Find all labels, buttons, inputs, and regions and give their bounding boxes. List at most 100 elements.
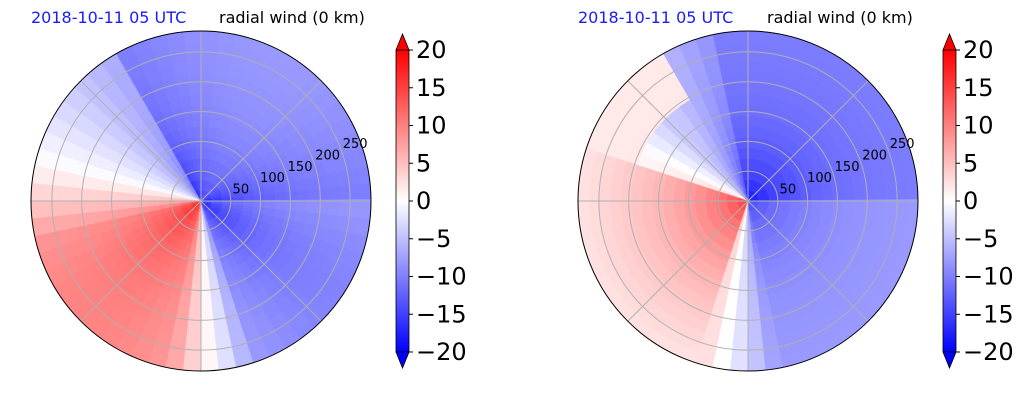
field-cell: [746, 104, 759, 117]
grid-spoke: [200, 200, 322, 322]
field-cell: [199, 40, 218, 54]
date-label: 2018-10-11 05 UTC: [578, 8, 734, 27]
field-cell: [83, 188, 96, 203]
field-cell: [348, 199, 362, 218]
colorbar-tick-label: −5: [963, 225, 998, 253]
polar-grid: [31, 31, 371, 371]
field-cell: [746, 40, 765, 54]
colorbar-extend-min: [395, 351, 410, 370]
colorbar-tick-label: −20: [416, 338, 467, 366]
colorbar-tick-label: −15: [416, 300, 467, 328]
date-label: 2018-10-11 05 UTC: [31, 8, 187, 27]
grid-spoke: [200, 80, 322, 202]
field-cell: [746, 115, 758, 128]
field-cell: [895, 199, 909, 218]
field-cell: [672, 192, 685, 202]
colorbar: 20 15 10 5 0 −5 −10 −15 −20: [395, 32, 467, 370]
grid-spoke: [627, 200, 749, 322]
field-cell: [747, 125, 757, 138]
field-cell: [746, 31, 767, 43]
radial-tick-label: 50: [233, 183, 250, 198]
field-cell: [746, 93, 760, 107]
field-cell: [906, 199, 918, 220]
field-cell: [640, 189, 654, 203]
field-cell: [736, 295, 750, 309]
grid-spoke: [627, 80, 749, 202]
field-cell: [199, 93, 213, 107]
field-cell: [93, 189, 107, 203]
polar-grid: [578, 31, 918, 371]
field-cell: [188, 306, 203, 319]
field-cell: [191, 274, 203, 287]
field-cell: [115, 191, 128, 203]
colorbar-tick-label: −10: [416, 263, 467, 291]
radial-tick-label: 200: [315, 148, 340, 163]
field-cell: [619, 187, 632, 203]
field-cell: [729, 359, 750, 371]
field-cell: [192, 264, 202, 277]
field-cell: [187, 317, 203, 330]
field-cell: [285, 199, 298, 212]
radial-tick-label: 150: [288, 160, 313, 175]
field-cell: [359, 199, 371, 220]
chart-title: radial wind (0 km): [219, 8, 365, 27]
field-cell: [630, 188, 643, 203]
radial-wind-field: [578, 31, 918, 371]
colorbar-extend-min: [942, 351, 957, 370]
radial-tick-label: 250: [343, 137, 368, 152]
colorbar-tick-label: 20: [963, 36, 994, 64]
field-cell: [31, 182, 43, 203]
field-cell: [738, 274, 750, 287]
grid-spoke: [80, 80, 202, 202]
field-cell: [199, 83, 214, 96]
radial-tick-label: 150: [835, 160, 860, 175]
colorbar-tick-label: 10: [416, 112, 447, 140]
field-cell: [662, 191, 675, 203]
radial-wind-field: [31, 31, 371, 371]
colorbar: 20 15 10 5 0 −5 −10 −15 −20: [942, 32, 1014, 370]
field-cell: [327, 199, 340, 216]
field-cell: [746, 83, 761, 96]
radial-tick-label: 50: [780, 183, 797, 198]
field-cell: [306, 199, 319, 214]
field-cell: [51, 185, 64, 203]
field-cell: [125, 192, 138, 202]
field-cell: [832, 199, 845, 212]
field-cell: [62, 186, 75, 203]
colorbar-tick-label: 5: [963, 149, 978, 177]
field-cell: [199, 62, 216, 75]
radial-tick-label: 100: [260, 171, 285, 186]
colorbar-body: [395, 49, 410, 353]
field-cell: [864, 199, 877, 215]
field-cell: [199, 51, 217, 64]
field-cell: [317, 199, 330, 215]
colorbar-tick-label: 15: [963, 74, 994, 102]
field-cell: [734, 317, 750, 330]
field-cell: [587, 184, 601, 203]
field-cell: [598, 185, 611, 203]
field-cell: [746, 51, 764, 64]
field-cell: [737, 285, 750, 298]
right-panel: 2018-10-11 05 UTC radial wind (0 km) 50 1…: [547, 0, 1028, 401]
colorbar-tick-label: 5: [416, 149, 431, 177]
field-cell: [732, 338, 750, 351]
field-cell: [609, 186, 622, 203]
colorbar-tick-label: −15: [963, 300, 1014, 328]
field-cell: [264, 200, 277, 210]
field-cell: [651, 190, 664, 203]
grid-spoke: [80, 200, 202, 322]
colorbar-extend-max: [942, 32, 957, 51]
field-cell: [746, 72, 762, 85]
field-cell: [842, 199, 856, 213]
field-cell: [578, 182, 590, 203]
field-cell: [733, 327, 750, 340]
colorbar-tick-label: −10: [963, 263, 1014, 291]
colorbar-tick-label: −20: [963, 338, 1014, 366]
radial-tick-label: 250: [890, 137, 915, 152]
field-cell: [811, 200, 824, 210]
colorbar-tick-label: 15: [416, 74, 447, 102]
colorbar-tick-label: 0: [416, 187, 431, 215]
grid-spoke: [747, 80, 869, 202]
field-cell: [190, 285, 203, 298]
